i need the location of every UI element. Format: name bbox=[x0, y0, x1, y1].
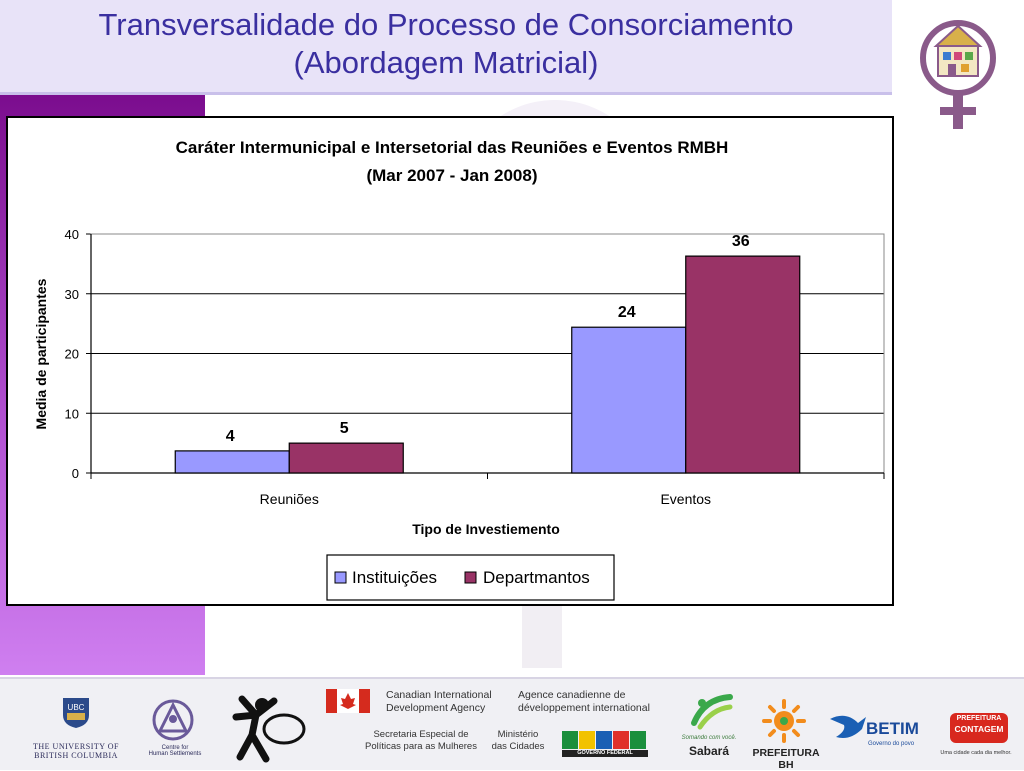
ubc-name: THE UNIVERSITY OF BRITISH COLUMBIA bbox=[33, 742, 119, 760]
pbh-sun-icon bbox=[762, 699, 806, 743]
chart-subtitle: (Mar 2007 - Jan 2008) bbox=[366, 166, 537, 185]
bar-departmantos bbox=[288, 442, 404, 474]
bar-instituicoes bbox=[174, 450, 290, 474]
y-axis-label: Media de participantes bbox=[33, 278, 49, 429]
brasil-logo-icon bbox=[562, 731, 648, 757]
pbh-name: PREFEITURA BH bbox=[752, 747, 820, 771]
dancer-logo-icon bbox=[232, 695, 306, 763]
partner-logos-footer: UBC THE UNIVERSITY OF BRITISH COLUMBIA C… bbox=[0, 677, 1024, 771]
x-tick-label: Reuniões bbox=[260, 491, 319, 507]
bar-chart: Caráter Intermunicipal e Intersetorial d… bbox=[33, 138, 885, 601]
x-axis-label: Tipo de Investiemento bbox=[412, 521, 560, 537]
spm-name: Secretaria Especial de Políticas para as… bbox=[365, 729, 477, 752]
ministerio-cidades: Ministério das Cidades bbox=[491, 729, 545, 752]
sabara-name: Sabará bbox=[688, 744, 730, 758]
plot-area: 0 10 20 30 40 Reuniões 4 5 Eventos 24 36 bbox=[65, 227, 885, 507]
data-label: 24 bbox=[618, 304, 636, 321]
contagem-logo: PREFEITURA CONTAGEM bbox=[950, 713, 1008, 743]
legend-label-departmantos: Departmantos bbox=[483, 568, 590, 587]
data-label: 5 bbox=[340, 420, 349, 437]
ubc-crest-icon: UBC bbox=[63, 698, 89, 728]
bar-departmantos bbox=[685, 255, 801, 474]
background-ghost-stem bbox=[522, 600, 562, 668]
legend-swatch-departmantos bbox=[464, 571, 477, 584]
slide-title: Transversalidade do Processo de Consorci… bbox=[0, 6, 892, 82]
chs-name: Centre for Human Settlements bbox=[148, 745, 202, 757]
bar-instituicoes bbox=[571, 326, 687, 474]
slide-title-line1: Transversalidade do Processo de Consorci… bbox=[98, 7, 794, 42]
contagem-tagline: Uma cidade cada dia melhor. bbox=[940, 750, 1012, 756]
data-label: 4 bbox=[226, 428, 235, 445]
legend-swatch-instituicoes bbox=[334, 571, 347, 584]
title-band bbox=[0, 0, 892, 95]
cida-english: Canadian International Development Agenc… bbox=[386, 689, 492, 714]
y-tick-label: 10 bbox=[65, 406, 79, 421]
governo-federal: GOVERNO FEDERAL bbox=[577, 750, 633, 756]
sabara-tagline: Somando com você. bbox=[681, 735, 737, 741]
betim-name: BETIM bbox=[866, 719, 919, 738]
y-tick-label: 30 bbox=[65, 287, 79, 302]
slide-title-line2: (Abordagem Matricial) bbox=[293, 45, 599, 80]
y-tick-label: 40 bbox=[65, 227, 79, 242]
x-tick-label: Eventos bbox=[660, 491, 711, 507]
chart-title: Caráter Intermunicipal e Intersetorial d… bbox=[176, 138, 729, 157]
legend-label-instituicoes: Instituições bbox=[352, 568, 437, 587]
data-label: 36 bbox=[732, 233, 750, 250]
chart-frame: Caráter Intermunicipal e Intersetorial d… bbox=[6, 116, 894, 606]
sabara-logo-icon bbox=[691, 694, 733, 730]
cida-french: Agence canadienne de développement inter… bbox=[518, 689, 650, 714]
canada-flag-icon bbox=[326, 689, 370, 713]
chs-emblem-icon bbox=[152, 699, 194, 741]
betim-tagline: Governo do povo bbox=[868, 741, 915, 747]
chart-legend: Instituições Departmantos bbox=[326, 554, 615, 601]
venus-house-logo bbox=[910, 10, 1010, 135]
svg-text:UBC: UBC bbox=[68, 703, 85, 712]
betim-bird-icon bbox=[830, 715, 866, 738]
y-tick-label: 0 bbox=[72, 466, 79, 481]
y-tick-label: 20 bbox=[65, 347, 79, 362]
